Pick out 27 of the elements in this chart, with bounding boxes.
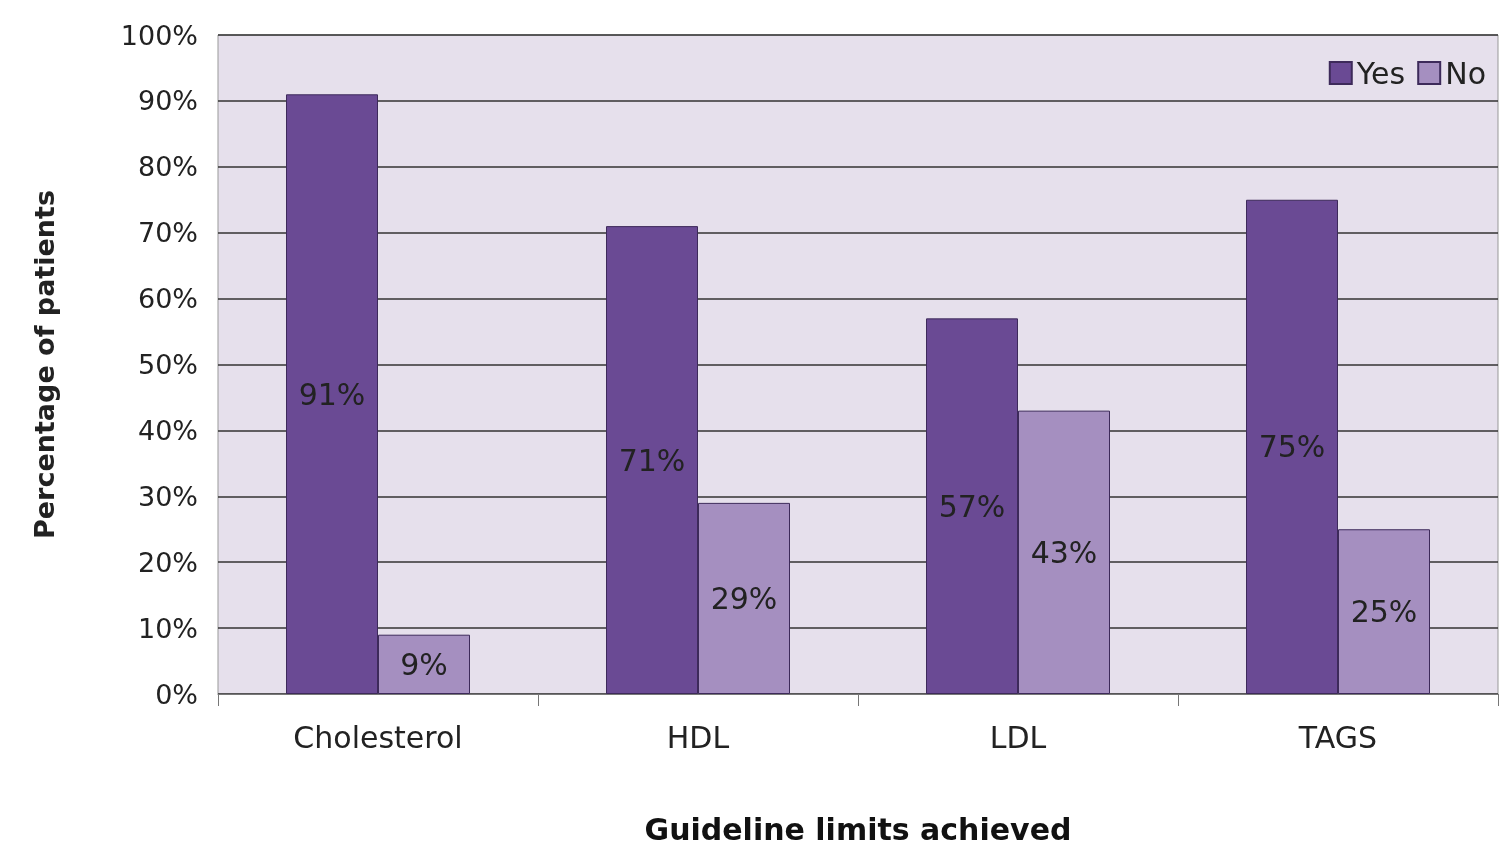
y-tick-label: 90% xyxy=(137,85,198,117)
data-label: 71% xyxy=(618,442,686,478)
y-tick-label: 70% xyxy=(137,217,198,249)
y-axis-title: Percentage of patients xyxy=(29,189,60,540)
data-label: 9% xyxy=(400,646,448,682)
data-label: 43% xyxy=(1030,534,1098,570)
y-tick-label: 50% xyxy=(137,349,198,380)
legend-label: No xyxy=(1445,55,1486,91)
legend-label: Yes xyxy=(1355,55,1406,91)
y-tick-label: 10% xyxy=(137,612,198,644)
y-tick-label: 0% xyxy=(155,678,198,710)
data-label: 29% xyxy=(710,580,778,616)
y-tick-label: 20% xyxy=(137,546,198,578)
y-tick-label: 100% xyxy=(120,19,198,51)
y-tick-label: 80% xyxy=(137,151,198,183)
data-label: 91% xyxy=(298,376,366,412)
y-tick-label: 60% xyxy=(137,283,198,315)
y-tick-label: 30% xyxy=(137,480,198,512)
data-label: 75% xyxy=(1258,429,1326,465)
y-tick-label: 40% xyxy=(137,414,198,446)
x-tick-label: Cholesterol xyxy=(293,719,463,755)
x-axis-title: Guideline limits achieved xyxy=(644,811,1072,847)
x-tick-label: TAGS xyxy=(1297,719,1378,755)
data-label: 25% xyxy=(1350,594,1418,630)
data-label: 57% xyxy=(938,488,1006,524)
x-tick-label: LDL xyxy=(989,719,1047,755)
x-tick-label: HDL xyxy=(666,719,730,755)
